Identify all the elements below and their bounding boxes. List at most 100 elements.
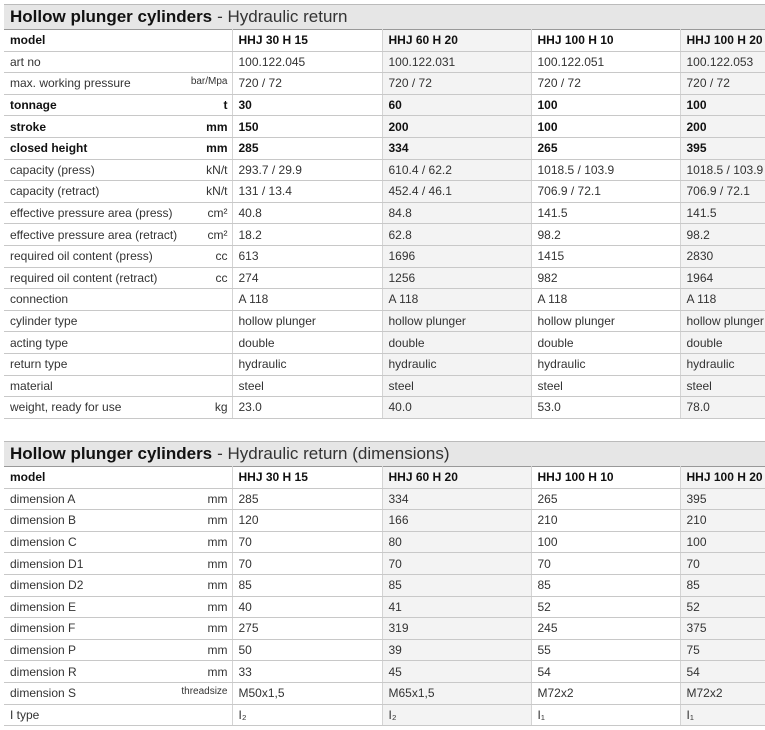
row-label-cell: dimension D1 mm [4, 552, 233, 575]
cell: 285 [232, 137, 383, 160]
row-label-cell: required oil content (press) cc [4, 245, 233, 268]
row-label: dimension D1 [10, 556, 84, 571]
row: tonnage t 30 60 100 100 [4, 94, 765, 117]
row-label: closed height [10, 141, 88, 156]
row: max. working pressure bar/Mpa 720 / 72 720 … [4, 72, 765, 95]
row-label-cell: max. working pressure bar/Mpa [4, 72, 233, 95]
cell: 245 [531, 617, 681, 640]
cell: 54 [531, 660, 681, 683]
row-label: capacity (retract) [10, 184, 100, 199]
cell: 100.122.053 [680, 51, 765, 74]
cell: steel [382, 375, 532, 398]
row-label: dimension B [10, 513, 77, 528]
title-sub: - Hydraulic return [217, 7, 348, 26]
row-label: effective pressure area (press) [10, 206, 173, 221]
title-sub: - Hydraulic return (dimensions) [217, 444, 450, 463]
row-unit: mm [207, 513, 228, 528]
row-unit: kN/t [206, 184, 228, 199]
cell: 23.0 [232, 396, 383, 419]
cell: hydraulic [232, 353, 383, 376]
header-cell: HHJ 100 H 20 [680, 466, 765, 489]
header-row: model HHJ 30 H 15 HHJ 60 H 20 HHJ 100 H 10 H… [4, 466, 765, 489]
row-label: stroke [10, 119, 47, 134]
row-label: acting type [10, 335, 69, 350]
cell: 613 [232, 245, 383, 268]
cell: hollow plunger [531, 310, 681, 333]
cell: 265 [531, 488, 681, 511]
label-wrap: dimension F mm [10, 621, 228, 635]
cell: 100.122.051 [531, 51, 681, 74]
cell: 720 / 72 [680, 72, 765, 95]
cell: 100 [531, 94, 681, 117]
cell: 150 [232, 115, 383, 138]
cell: 100 [680, 531, 765, 554]
row-unit: kN/t [206, 162, 228, 177]
row-unit: bar/Mpa [190, 76, 228, 88]
label-wrap: I type [10, 708, 228, 722]
cell: 70 [382, 552, 532, 575]
row-label-cell: return type [4, 353, 233, 376]
row: closed height mm 285 334 265 395 [4, 137, 765, 160]
row-label-cell: cylinder type [4, 310, 233, 333]
cell: hydraulic [680, 353, 765, 376]
row-label: dimension F [10, 621, 76, 636]
cell: 70 [232, 531, 383, 554]
cell: 1696 [382, 245, 532, 268]
cell: 166 [382, 509, 532, 532]
cell: hydraulic [531, 353, 681, 376]
cell: steel [232, 375, 383, 398]
cell: 1256 [382, 267, 532, 290]
row-label: art no [10, 54, 41, 69]
label-wrap: dimension P mm [10, 643, 228, 657]
cell: double [531, 331, 681, 354]
cell: I₁ [531, 704, 681, 727]
table-title: Hollow plunger cylinders - Hydraulic retu… [4, 4, 765, 29]
cell: 40.8 [232, 202, 383, 225]
cell: 1415 [531, 245, 681, 268]
cell: 85 [382, 574, 532, 597]
row-unit: cc [215, 270, 228, 285]
cell: 100.122.045 [232, 51, 383, 74]
label-wrap: dimension C mm [10, 535, 228, 549]
cell: hollow plunger [382, 310, 532, 333]
cell: 85 [531, 574, 681, 597]
row: material steel steel steel steel [4, 375, 765, 398]
header-label: model [4, 466, 233, 489]
row: connection A 118 A 118 A 118 A 118 [4, 288, 765, 311]
cell: M72x2 [680, 682, 765, 705]
label-wrap: dimension B mm [10, 513, 228, 527]
row-label-cell: I type [4, 704, 233, 727]
header-label: model [4, 29, 233, 52]
cell: 30 [232, 94, 383, 117]
label-wrap: return type [10, 357, 228, 371]
label-wrap: tonnage t [10, 98, 228, 112]
row-label-cell: dimension P mm [4, 639, 233, 662]
cell: 141.5 [680, 202, 765, 225]
row-unit: mm [207, 491, 228, 506]
label-wrap: connection [10, 292, 228, 306]
table-title: Hollow plunger cylinders - Hydraulic retu… [4, 441, 765, 466]
cell: 85 [232, 574, 383, 597]
cell: 70 [531, 552, 681, 575]
cell: 275 [232, 617, 383, 640]
row: dimension P mm 50 39 55 75 [4, 639, 765, 662]
cell: 55 [531, 639, 681, 662]
cell: 52 [680, 596, 765, 619]
cell: 84.8 [382, 202, 532, 225]
cell: hollow plunger [232, 310, 383, 333]
cell: 1964 [680, 267, 765, 290]
label-wrap: effective pressure area (retract) cm² [10, 228, 228, 242]
cell: 1018.5 / 103.9 [531, 159, 681, 182]
row-unit: cm² [207, 227, 228, 242]
row: dimension F mm 275 319 245 375 [4, 617, 765, 640]
header-cell: HHJ 60 H 20 [382, 466, 532, 489]
row-label: dimension R [10, 664, 77, 679]
row-label-cell: effective pressure area (press) cm² [4, 202, 233, 225]
row-unit: kg [214, 400, 228, 415]
row-unit: mm [207, 535, 228, 550]
cell: 2830 [680, 245, 765, 268]
row-label-cell: dimension S threadsize [4, 682, 233, 705]
label-wrap: stroke mm [10, 120, 228, 134]
cell: 334 [382, 488, 532, 511]
cell: 610.4 / 62.2 [382, 159, 532, 182]
